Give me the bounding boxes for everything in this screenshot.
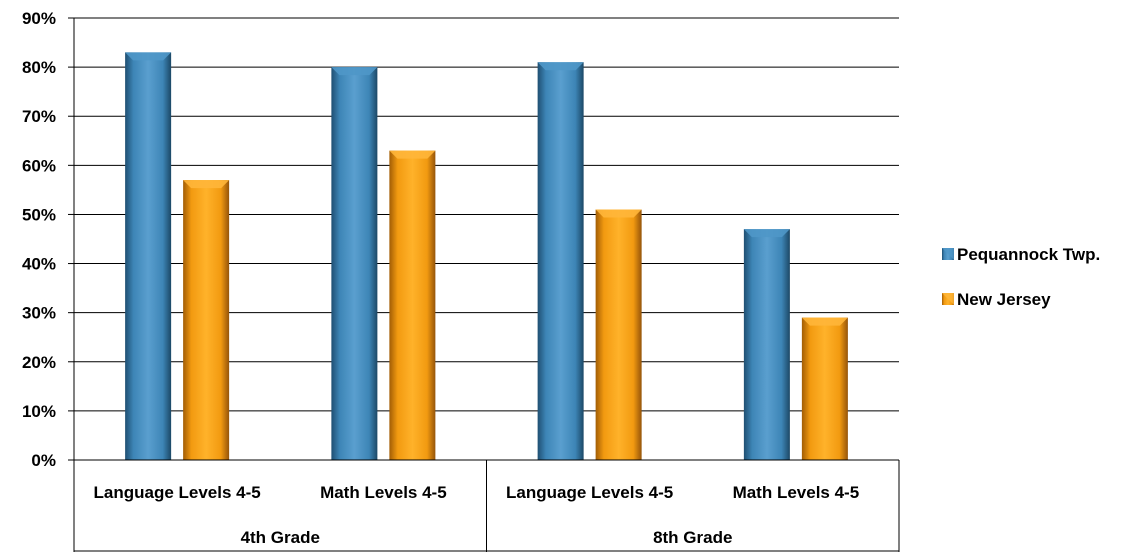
bar-top-bevel <box>183 180 230 189</box>
bars <box>125 52 848 461</box>
bar-new-jersey-3 <box>801 317 848 460</box>
bar-top-bevel <box>801 317 848 326</box>
bar-new-jersey-1 <box>389 150 436 460</box>
bar-top-bevel <box>125 52 172 61</box>
legend-swatch <box>942 248 954 260</box>
x-category-label: Math Levels 4-5 <box>320 483 447 502</box>
bar-top-bevel <box>595 209 642 218</box>
bar-pequannock-twp--3 <box>743 229 790 460</box>
bar-new-jersey-2 <box>595 209 642 460</box>
bar-pequannock-twp--0 <box>125 52 172 460</box>
y-tick-label: 0% <box>31 451 56 470</box>
bar-pequannock-twp--2 <box>537 62 584 460</box>
bar-top-bevel <box>537 62 584 71</box>
y-tick-label: 70% <box>22 107 56 126</box>
axes <box>73 18 900 552</box>
y-tick-label: 60% <box>22 156 56 175</box>
x-group-label: 8th Grade <box>653 528 732 547</box>
bar-pequannock-twp--1 <box>331 67 378 460</box>
x-group-label: 4th Grade <box>241 528 320 547</box>
y-tick-label: 40% <box>22 255 56 274</box>
legend-swatch <box>942 293 954 305</box>
x-category-label: Math Levels 4-5 <box>733 483 860 502</box>
x-category-label: Language Levels 4-5 <box>506 483 673 502</box>
bar-top-bevel <box>331 67 378 76</box>
y-tick-label: 10% <box>22 402 56 421</box>
y-tick-label: 20% <box>22 353 56 372</box>
x-category-label: Language Levels 4-5 <box>94 483 261 502</box>
y-tick-label: 90% <box>22 9 56 28</box>
y-tick-label: 80% <box>22 58 56 77</box>
category-labels: Language Levels 4-5 Math Levels 4-5 Langua… <box>94 483 860 547</box>
bar-new-jersey-0 <box>183 180 230 461</box>
bar-top-bevel <box>389 150 436 159</box>
y-tick-label: 50% <box>22 205 56 224</box>
y-axis-ticks: 0% 10% 20% 30% 40% 50% 60% 70% 80% 90% <box>22 9 74 470</box>
y-tick-label: 30% <box>22 304 56 323</box>
legend: Pequannock Twp. New Jersey <box>942 245 1100 309</box>
bar-top-bevel <box>743 229 790 238</box>
legend-label: Pequannock Twp. <box>957 245 1100 264</box>
legend-label: New Jersey <box>957 290 1051 309</box>
